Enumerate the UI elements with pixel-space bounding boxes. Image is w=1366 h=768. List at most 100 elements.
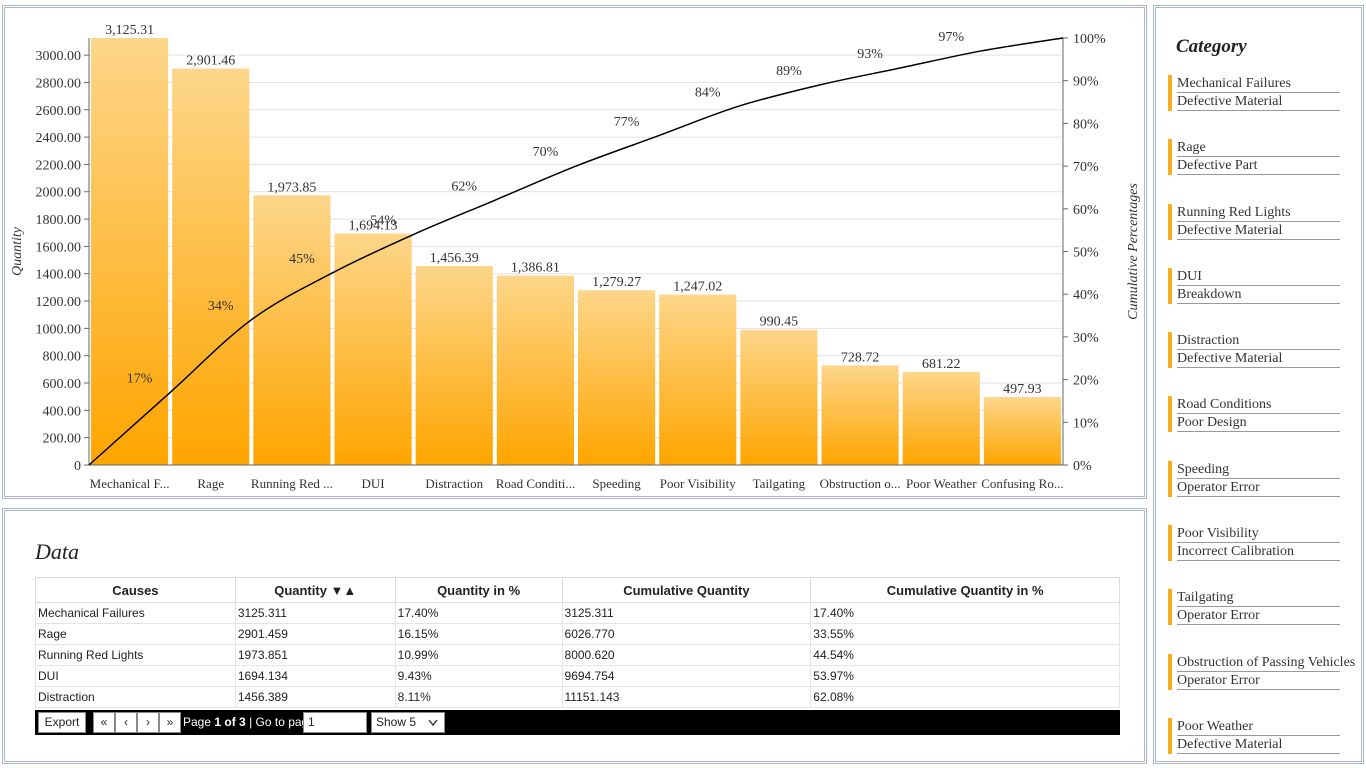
legend-item[interactable]: Poor Visibility Incorrect Calibration <box>1168 525 1340 561</box>
page-size-select[interactable]: Show 5 <box>371 712 445 733</box>
x-tick-label: Distraction <box>425 476 483 491</box>
bar <box>821 365 899 465</box>
bar-value-label: 1,247.02 <box>673 280 722 295</box>
y2-tick-label: 30% <box>1073 331 1099 346</box>
y-tick-label: 3000.00 <box>36 49 82 64</box>
bar-value-label: 728.72 <box>841 350 880 365</box>
legend-category: Defective Part <box>1177 158 1340 175</box>
legend-item[interactable]: Rage Defective Part <box>1168 139 1340 175</box>
cell-quantity-percent: 17.40% <box>394 602 563 624</box>
pareto-chart-panel: 0 200.00 400.00 600.00 800.00 1000.00 1200.00 1… <box>2 5 1147 499</box>
page-size-value: Show 5 <box>376 715 417 729</box>
legend-cause: Running Red Lights <box>1177 205 1340 222</box>
table-row: Running Red Lights 1973.851 10.99% 8000.… <box>35 644 1120 666</box>
data-table-panel: Data Causes Quantity ▼▲ Quantity in % Cu… <box>2 508 1147 764</box>
y-tick-label: 600.00 <box>43 377 82 392</box>
cell-cumulative-quantity: 3125.311 <box>561 602 812 624</box>
last-page-button[interactable]: » <box>159 712 181 733</box>
y-tick-label: 200.00 <box>43 432 82 447</box>
legend-category: Operator Error <box>1177 673 1340 690</box>
cell-cause: Rage <box>35 623 236 645</box>
header-causes[interactable]: Causes <box>35 577 236 603</box>
cumulative-label: 70% <box>533 145 559 160</box>
header-quantity-percent[interactable]: Quantity in % <box>394 577 563 603</box>
bar-value-label: 1,694.13 <box>349 219 398 234</box>
gridlines <box>89 54 1063 466</box>
legend-item[interactable]: DUI Breakdown <box>1168 268 1340 304</box>
y-tick-label: 2000.00 <box>36 186 82 201</box>
x-tick-label: Rage <box>197 476 224 491</box>
goto-page-input[interactable]: 1 <box>303 712 367 733</box>
bar <box>659 294 737 465</box>
y2-tick-label: 100% <box>1073 32 1106 47</box>
legend-item[interactable]: Speeding Operator Error <box>1168 461 1340 497</box>
legend-item[interactable]: Mechanical Failures Defective Material <box>1168 75 1340 111</box>
x-tick-label: Running Red ... <box>251 476 333 491</box>
legend-swatch <box>1168 654 1172 690</box>
legend-item[interactable]: Road Conditions Poor Design <box>1168 396 1340 432</box>
header-cumulative-quantity[interactable]: Cumulative Quantity <box>561 577 812 603</box>
legend-category: Poor Design <box>1177 415 1340 432</box>
y2-tick-label: 40% <box>1073 288 1099 303</box>
prev-page-button[interactable]: ‹ <box>115 712 137 733</box>
category-legend-panel: Category Mechanical Failures Defective Ma… <box>1153 5 1364 764</box>
x-tick-label: Confusing Ro... <box>981 476 1063 491</box>
legend-category: Defective Material <box>1177 94 1340 111</box>
cumulative-label: 34% <box>208 299 234 314</box>
cell-cumulative-quantity: 9694.754 <box>561 665 812 687</box>
legend-cause: Mechanical Failures <box>1177 76 1340 93</box>
legend-cause: Speeding <box>1177 462 1340 479</box>
legend-cause: Poor Visibility <box>1177 526 1340 543</box>
legend-category: Incorrect Calibration <box>1177 544 1340 561</box>
table-row: Mechanical Failures 3125.311 17.40% 3125… <box>35 602 1120 624</box>
page-total: 3 <box>239 715 246 729</box>
y2-tick-label: 50% <box>1073 246 1099 261</box>
x-tick-label: Poor Weather <box>906 476 977 491</box>
bar <box>496 275 574 465</box>
export-button[interactable]: Export <box>38 712 86 733</box>
cumulative-label: 77% <box>614 115 640 130</box>
legend-item[interactable]: Running Red Lights Defective Material <box>1168 204 1340 240</box>
axes: 0 200.00 400.00 600.00 800.00 1000.00 1200.00 1… <box>10 32 1141 491</box>
legend-category: Operator Error <box>1177 480 1340 497</box>
x-tick-label: Tailgating <box>753 476 806 491</box>
y2-tick-label: 0% <box>1073 459 1092 474</box>
header-quantity-sort[interactable]: Quantity ▼▲ <box>234 577 396 603</box>
legend-item[interactable]: Tailgating Operator Error <box>1168 589 1340 625</box>
y-tick-label: 1600.00 <box>36 240 82 255</box>
legend-item[interactable]: Obstruction of Passing Vehicles Operator … <box>1168 654 1355 690</box>
first-page-button[interactable]: « <box>93 712 115 733</box>
legend-swatch <box>1168 268 1172 304</box>
header-cumulative-percent[interactable]: Cumulative Quantity in % <box>810 577 1120 603</box>
bar-value-label: 1,386.81 <box>511 261 560 276</box>
bar <box>334 233 412 465</box>
legend-item[interactable]: Distraction Defective Material <box>1168 332 1340 368</box>
legend-cause: DUI <box>1177 269 1340 286</box>
data-table: Causes Quantity ▼▲ Quantity in % Cumulat… <box>35 577 1120 708</box>
cell-quantity-percent: 9.43% <box>394 665 563 687</box>
y2-axis-title: Cumulative Percentages <box>1126 183 1141 320</box>
next-page-button[interactable]: › <box>137 712 159 733</box>
cumulative-label: 93% <box>857 47 883 62</box>
x-tick-label: Mechanical F... <box>90 476 170 491</box>
bar-value-label: 3,125.31 <box>105 23 154 38</box>
legend-item[interactable]: Poor Weather Defective Material <box>1168 718 1340 754</box>
cell-cumulative-percent: 33.55% <box>810 623 1120 645</box>
page-current: 1 <box>214 715 222 729</box>
legend-swatch <box>1168 75 1172 111</box>
bar <box>983 396 1061 465</box>
legend-cause: Poor Weather <box>1177 719 1340 736</box>
cell-cumulative-percent: 44.54% <box>810 644 1120 666</box>
cumulative-label: 84% <box>695 85 721 100</box>
page-of: of <box>221 715 240 729</box>
legend-cause: Rage <box>1177 140 1340 157</box>
y-tick-label: 1200.00 <box>36 295 82 310</box>
y2-tick-label: 10% <box>1073 416 1099 431</box>
legend-category: Defective Material <box>1177 351 1340 368</box>
bar <box>740 329 818 465</box>
y2-tick-label: 80% <box>1073 117 1099 132</box>
y-tick-label: 800.00 <box>43 350 82 365</box>
bar-value-label: 1,973.85 <box>267 180 316 195</box>
cumulative-label: 89% <box>776 64 802 79</box>
pareto-chart: 0 200.00 400.00 600.00 800.00 1000.00 1200.00 1… <box>10 23 1141 491</box>
